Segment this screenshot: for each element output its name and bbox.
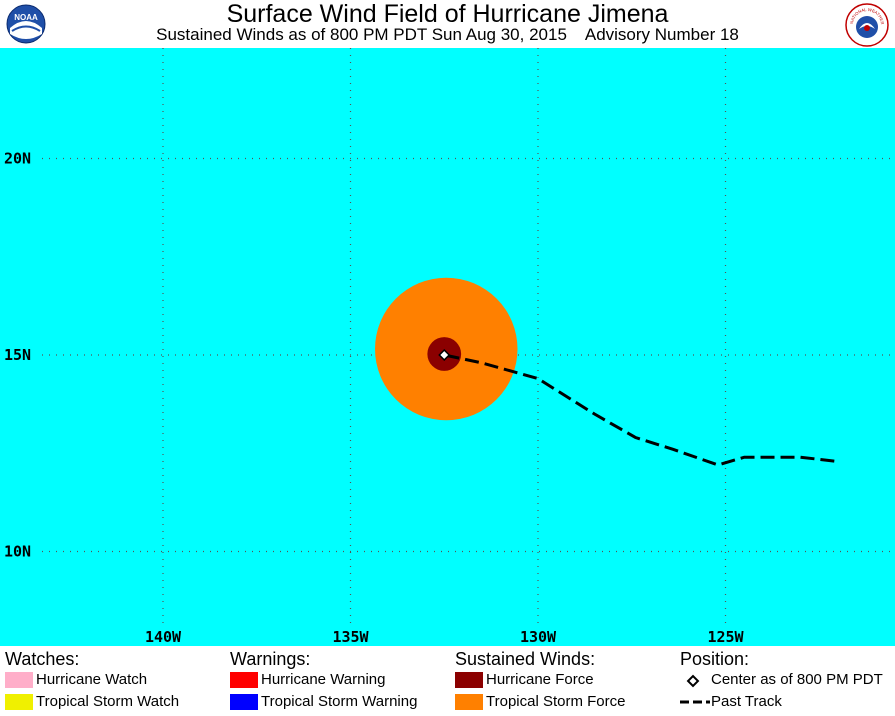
hurricane-force-label: Hurricane Force bbox=[486, 671, 594, 688]
past-track-line bbox=[443, 353, 835, 467]
hurricane-watch-swatch bbox=[5, 672, 33, 688]
noaa-logo-text: NOAA bbox=[14, 13, 38, 22]
wind-field-map: 140W 135W 130W 125W 20N 15N 10N bbox=[0, 48, 895, 646]
map-legend: Watches: Hurricane Watch Tropical Storm … bbox=[0, 646, 895, 716]
nws-logo-icon: NATIONAL WEATHER SERVICE bbox=[843, 0, 889, 47]
latitude-label: 15N bbox=[4, 346, 31, 364]
center-diamond-icon bbox=[686, 674, 700, 688]
tropical-storm-warning-label: Tropical Storm Warning bbox=[261, 693, 418, 710]
storm-center-marker-icon bbox=[438, 348, 451, 362]
legend-watches-heading: Watches: bbox=[5, 649, 80, 669]
longitude-label: 140W bbox=[145, 628, 182, 646]
longitude-label: 130W bbox=[520, 628, 557, 646]
legend-warnings-heading: Warnings: bbox=[230, 649, 311, 669]
grid-labels: 140W 135W 130W 125W 20N 15N 10N bbox=[4, 150, 745, 647]
tropical-storm-watch-label: Tropical Storm Watch bbox=[36, 693, 180, 710]
noaa-logo-icon: NOAA bbox=[6, 4, 46, 44]
tropical-storm-force-label: Tropical Storm Force bbox=[486, 693, 626, 710]
hurricane-warning-swatch bbox=[230, 672, 258, 688]
page-title: Surface Wind Field of Hurricane Jimena bbox=[226, 0, 669, 28]
tropical-storm-watch-swatch bbox=[5, 694, 33, 710]
center-position-label: Center as of 800 PM PDT bbox=[711, 671, 883, 688]
past-track-dash-icon bbox=[680, 700, 710, 704]
legend-winds-heading: Sustained Winds: bbox=[455, 649, 596, 669]
longitude-label: 135W bbox=[332, 628, 369, 646]
hurricane-warning-label: Hurricane Warning bbox=[261, 671, 386, 688]
longitude-label: 125W bbox=[707, 628, 744, 646]
past-track-label: Past Track bbox=[711, 693, 782, 710]
latitude-label: 10N bbox=[4, 543, 31, 561]
map-header: NOAA Surface Wind Field of Hurricane Jim… bbox=[0, 0, 895, 48]
lat-lon-grid bbox=[42, 48, 895, 623]
latitude-label: 20N bbox=[4, 150, 31, 168]
hurricane-watch-label: Hurricane Watch bbox=[36, 671, 148, 688]
tropical-storm-warning-swatch bbox=[230, 694, 258, 710]
legend-position-heading: Position: bbox=[680, 649, 750, 669]
hurricane-force-swatch bbox=[455, 672, 483, 688]
page-subtitle: Sustained Winds as of 800 PM PDT Sun Aug… bbox=[156, 25, 739, 44]
tropical-storm-force-swatch bbox=[455, 694, 483, 710]
